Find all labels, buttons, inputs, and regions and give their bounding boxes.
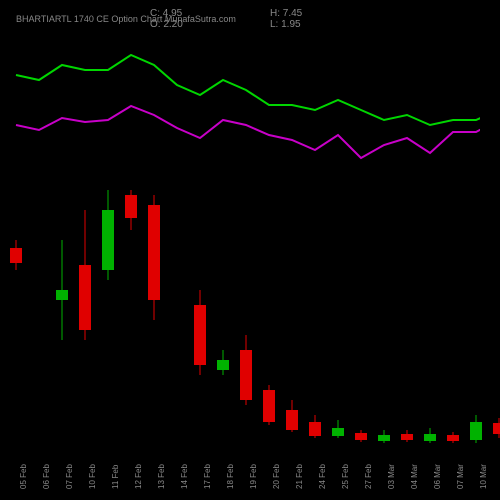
x-axis-label: 06 Feb	[42, 464, 51, 489]
close-value: C: 4.95	[150, 8, 200, 19]
x-axis-label: 21 Feb	[295, 464, 304, 489]
indicator-line-2	[16, 106, 480, 158]
x-axis-label: 13 Feb	[157, 464, 166, 489]
indicator-lines	[10, 40, 480, 190]
indicator-pane	[10, 40, 480, 190]
x-axis-label: 10 Mar	[479, 464, 488, 489]
ohlc-panel: C: 4.95 H: 7.45 O: 2.20 L: 1.95	[150, 8, 320, 30]
x-axis-label: 27 Feb	[364, 464, 373, 489]
x-axis-label: 25 Feb	[341, 464, 350, 489]
x-axis-label: 12 Feb	[134, 464, 143, 489]
chart-area	[10, 40, 480, 460]
x-axis-label: 24 Feb	[318, 464, 327, 489]
high-value: H: 7.45	[270, 8, 320, 19]
x-axis-label: 06 Mar	[433, 464, 442, 489]
x-axis-label: 05 Feb	[19, 464, 28, 489]
x-axis-label: 03 Mar	[387, 464, 396, 489]
low-value: L: 1.95	[270, 19, 320, 30]
x-axis-label: 20 Feb	[272, 464, 281, 489]
x-axis-label: 11 Feb	[111, 465, 120, 489]
x-axis-label: 07 Feb	[65, 464, 74, 489]
x-axis-label: 19 Feb	[249, 464, 258, 489]
indicator-line-1	[16, 55, 480, 125]
x-axis-label: 14 Feb	[180, 464, 189, 489]
x-axis-label: 04 Mar	[410, 464, 419, 489]
candle-pane	[10, 190, 480, 460]
x-axis-label: 17 Feb	[203, 464, 212, 489]
x-axis-label: 07 Mar	[456, 464, 465, 489]
open-value: O: 2.20	[150, 19, 200, 30]
x-axis-label: 10 Feb	[88, 464, 97, 489]
x-axis: 05 Feb 06 Feb 07 Feb 10 Feb 11 Feb 12 Feb 13 F…	[10, 460, 480, 500]
x-axis-label: 18 Feb	[226, 464, 235, 489]
